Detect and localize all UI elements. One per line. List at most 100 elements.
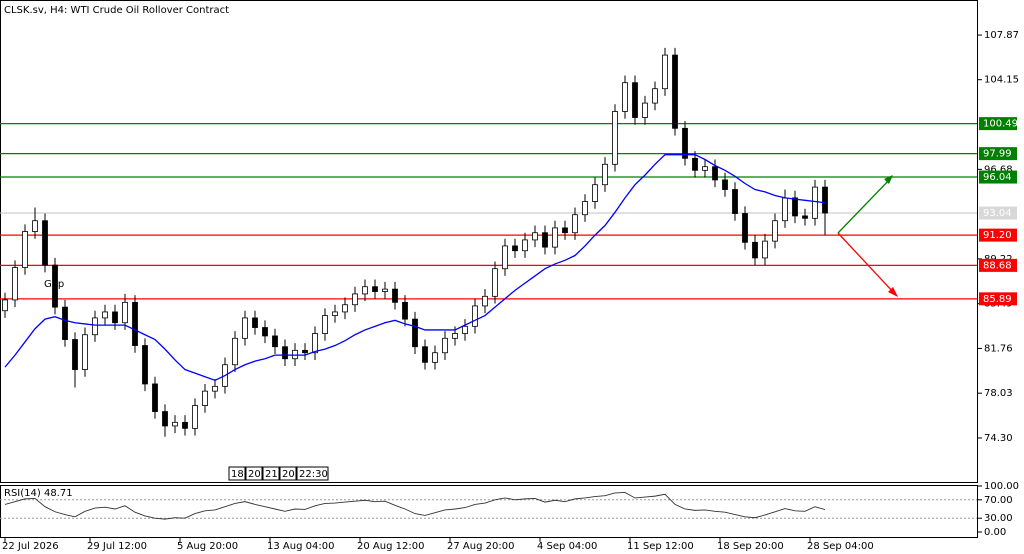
time-marker: 18: xyxy=(231,469,247,480)
candle-body xyxy=(72,339,78,370)
x-tick-label: 22 Jul 2026 xyxy=(2,541,59,552)
candle-body xyxy=(622,82,628,112)
candle-body xyxy=(302,349,308,354)
candle-body xyxy=(122,301,128,324)
current-price-box xyxy=(979,206,1017,220)
candle-body xyxy=(272,335,278,348)
candle-body xyxy=(212,385,218,392)
candle-body xyxy=(682,127,688,159)
candle-body xyxy=(152,383,158,412)
rsi-tick-label: 0.00 xyxy=(984,527,1006,538)
time-marker: 22:30 xyxy=(299,469,328,480)
x-tick-label: 5 Aug 20:00 xyxy=(177,541,238,552)
candle-body xyxy=(362,286,368,295)
candle-body xyxy=(102,311,108,319)
candle-body xyxy=(62,306,68,340)
candle-body xyxy=(392,288,398,303)
level-label: 85.89 xyxy=(983,294,1012,305)
candle-body xyxy=(472,305,478,327)
candle-body xyxy=(282,346,288,360)
candle-body xyxy=(92,317,98,336)
up-arrow xyxy=(837,177,892,234)
level-label: 91.20 xyxy=(983,230,1012,241)
candle-body xyxy=(632,82,638,118)
candle-body xyxy=(602,163,608,186)
rsi-tick-label: 100.00 xyxy=(984,481,1019,492)
candle-body xyxy=(512,245,518,252)
level-label-box xyxy=(979,258,1017,272)
candle-body xyxy=(252,317,258,328)
candle-body xyxy=(652,88,658,104)
level-label: 97.99 xyxy=(983,149,1012,160)
candle-body xyxy=(52,264,58,308)
time-marker: 20 xyxy=(248,469,261,480)
rsi-tick-label: 30.00 xyxy=(984,513,1013,524)
candle-body xyxy=(142,345,148,385)
candle-body xyxy=(182,421,188,429)
time-marker-box xyxy=(245,466,263,481)
candle-body xyxy=(132,301,138,346)
candle-body xyxy=(752,241,758,259)
chart-title: CLSK.sv, H4: WTI Crude Oil Rollover Cont… xyxy=(4,5,229,16)
time-marker-box xyxy=(296,466,329,481)
candle-body xyxy=(192,405,198,429)
candle-body xyxy=(402,301,408,320)
y-tick-label: 74.30 xyxy=(984,433,1013,444)
candle-body xyxy=(792,197,798,217)
rsi-line xyxy=(4,491,826,520)
candle-body xyxy=(342,304,348,313)
down-arrow-head xyxy=(888,287,898,297)
candle-body xyxy=(112,311,118,324)
candle-body xyxy=(732,189,738,214)
candle-body xyxy=(562,227,568,234)
candle-body xyxy=(442,337,448,354)
x-tick-label: 4 Sep 04:00 xyxy=(537,541,597,552)
candle-body xyxy=(482,295,488,307)
candle-body xyxy=(232,337,238,366)
time-marker: 21 xyxy=(265,469,278,480)
candle-body xyxy=(242,317,248,339)
rsi-panel xyxy=(0,485,978,538)
candle-body xyxy=(372,286,378,292)
annotation: Gap xyxy=(44,279,64,290)
rsi-tick-label: 70.00 xyxy=(984,495,1013,506)
candle-body xyxy=(412,318,418,348)
level-label-box xyxy=(979,228,1017,242)
candle-body xyxy=(722,179,728,190)
level-label: 96.04 xyxy=(983,172,1012,183)
candle-body xyxy=(812,186,818,219)
up-arrow-head xyxy=(884,175,893,184)
y-tick-label: 104.15 xyxy=(984,75,1019,86)
plot: 107.87104.1596.6889.2285.4981.7678.0374.… xyxy=(0,30,1019,552)
candle-body xyxy=(802,215,808,219)
candle-body xyxy=(592,184,598,202)
candle-body xyxy=(712,166,718,181)
level-label-box xyxy=(979,170,1017,184)
candle-body xyxy=(542,232,548,248)
candle-body xyxy=(312,333,318,354)
candle-body xyxy=(662,54,668,90)
level-label-box xyxy=(979,117,1017,131)
candle-body xyxy=(262,327,268,337)
candle-body xyxy=(692,157,698,171)
current-price-label: 93.04 xyxy=(983,208,1012,219)
candle-body xyxy=(422,346,428,363)
rsi-title: RSI(14) 48.71 xyxy=(4,488,73,499)
candle-body xyxy=(612,111,618,165)
candle-body xyxy=(162,411,168,427)
candle-body xyxy=(822,186,828,214)
level-label: 88.68 xyxy=(983,260,1012,271)
candle-body xyxy=(82,334,88,370)
level-label: 100.49 xyxy=(983,119,1018,130)
candle-body xyxy=(2,299,8,312)
candle-body xyxy=(572,214,578,234)
y-tick-label: 78.03 xyxy=(984,388,1013,399)
price-panel xyxy=(0,0,978,483)
candle-body xyxy=(762,240,768,259)
candle-body xyxy=(32,220,38,232)
candle-body xyxy=(12,267,18,301)
candle-body xyxy=(532,232,538,241)
candle-body xyxy=(492,268,498,297)
